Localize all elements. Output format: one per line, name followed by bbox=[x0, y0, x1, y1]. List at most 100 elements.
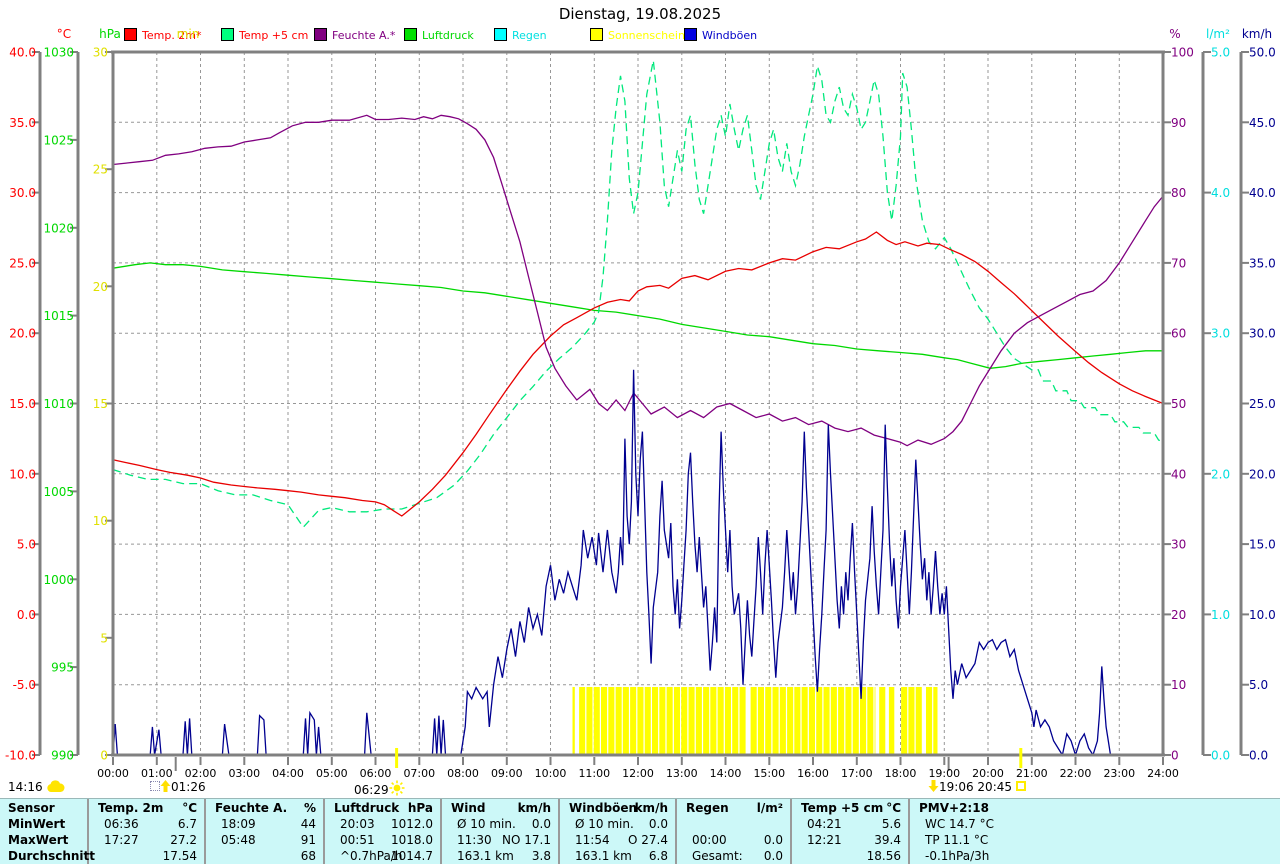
table-row-label: Sensor bbox=[8, 801, 55, 815]
svg-text:01:00: 01:00 bbox=[141, 767, 173, 780]
day-length: 14:16 bbox=[8, 780, 65, 794]
legend-item-3: Feuchte A.* bbox=[314, 28, 395, 42]
svg-text:25.0: 25.0 bbox=[9, 256, 36, 270]
table-cell: ^0.7hPa/h 1014.7 bbox=[340, 849, 433, 863]
svg-text:15.0: 15.0 bbox=[1249, 538, 1276, 552]
moonset-time: 19:06 bbox=[939, 780, 974, 794]
table-column-separator bbox=[87, 799, 89, 864]
sunrise-sunset-lines bbox=[395, 748, 1023, 768]
table-cell: 05:48 91 bbox=[221, 833, 316, 847]
svg-text:0.0: 0.0 bbox=[17, 608, 36, 622]
svg-text:1015: 1015 bbox=[43, 309, 74, 323]
series-luftdruck bbox=[112, 262, 1163, 369]
svg-text:990: 990 bbox=[51, 749, 74, 763]
table-cell: 17.54 bbox=[162, 849, 197, 863]
svg-text:45.0: 45.0 bbox=[1249, 116, 1276, 130]
table-cell: 18:09 44 bbox=[221, 817, 316, 831]
table-cell: 20:03 1012.0 bbox=[340, 817, 433, 831]
sun-moon-marker-row: 14:16 01:26 06:29 19:06 20:45 bbox=[0, 780, 1280, 798]
summary-table: Sensor MinWert MaxWert Durchschnitt Temp. 2m… bbox=[0, 798, 1280, 864]
table-cell: 17:27 27.2 bbox=[104, 833, 197, 847]
svg-text:10.0: 10.0 bbox=[1249, 608, 1276, 622]
svg-text:5.0: 5.0 bbox=[1249, 678, 1268, 692]
svg-text:30: 30 bbox=[1171, 538, 1186, 552]
table-cell: 06:36 6.7 bbox=[104, 817, 197, 831]
svg-text:l/m²: l/m² bbox=[1206, 27, 1230, 41]
down-arrow-icon bbox=[928, 780, 939, 792]
svg-text:08:00: 08:00 bbox=[447, 767, 479, 780]
legend-swatch-icon bbox=[124, 28, 137, 41]
svg-text:13:00: 13:00 bbox=[666, 767, 698, 780]
legend-label: Temp +5 cm bbox=[239, 29, 309, 42]
table-header: Regen l/m² bbox=[686, 801, 783, 815]
sun-cloud-icon bbox=[47, 780, 65, 792]
sunset-time: 20:45 bbox=[977, 780, 1013, 794]
svg-text:0.0: 0.0 bbox=[1211, 749, 1230, 763]
svg-text:80: 80 bbox=[1171, 186, 1186, 200]
dotted-square-icon bbox=[150, 781, 160, 791]
table-header: Feuchte A.% bbox=[215, 801, 316, 815]
svg-text:09:00: 09:00 bbox=[491, 767, 523, 780]
svg-text:5: 5 bbox=[100, 631, 108, 645]
svg-text:35.0: 35.0 bbox=[1249, 256, 1276, 270]
x-axis-labels: 00:00 01:00 02:00 03:00 04:00 05:00 06:00 07:00… bbox=[97, 767, 1179, 780]
table-header: Temp +5 cm °C bbox=[801, 801, 901, 815]
svg-text:25: 25 bbox=[93, 163, 108, 177]
svg-text:0: 0 bbox=[1171, 749, 1179, 763]
svg-text:05:00: 05:00 bbox=[316, 767, 348, 780]
table-cell: 11:54 O 27.4 bbox=[575, 833, 668, 847]
legend-swatch-icon bbox=[590, 28, 603, 41]
legend-item-7: Windböen bbox=[684, 28, 757, 42]
svg-text:20.0: 20.0 bbox=[1249, 467, 1276, 481]
svg-text:16:00: 16:00 bbox=[797, 767, 829, 780]
legend-label: Temp. 2m* bbox=[142, 29, 202, 42]
svg-text:30.0: 30.0 bbox=[1249, 327, 1276, 341]
table-header: PMV+2:18 bbox=[919, 801, 989, 815]
moonrise-marker: 01:26 bbox=[150, 780, 206, 794]
legend-item-1: Temp. 2m* bbox=[124, 28, 202, 42]
svg-text:15: 15 bbox=[93, 397, 108, 411]
svg-text:03:00: 03:00 bbox=[228, 767, 260, 780]
svg-text:km/h: km/h bbox=[1242, 27, 1272, 41]
legend-item-2: Temp +5 cm bbox=[221, 28, 308, 42]
svg-text:1025: 1025 bbox=[43, 133, 74, 147]
svg-text:11:00: 11:00 bbox=[578, 767, 610, 780]
table-column-separator bbox=[440, 799, 442, 864]
svg-text:10: 10 bbox=[93, 514, 108, 528]
legend-swatch-icon bbox=[494, 28, 507, 41]
svg-text:min: min bbox=[177, 27, 200, 41]
legend-swatch-icon bbox=[404, 28, 417, 41]
legend-swatch-icon bbox=[314, 28, 327, 41]
svg-text:50.0: 50.0 bbox=[1249, 46, 1276, 60]
svg-text:-10.0: -10.0 bbox=[5, 749, 36, 763]
svg-text:40.0: 40.0 bbox=[9, 46, 36, 60]
sun-icon bbox=[389, 780, 405, 796]
table-column-separator bbox=[790, 799, 792, 864]
svg-text:10:00: 10:00 bbox=[535, 767, 567, 780]
svg-text:25.0: 25.0 bbox=[1249, 397, 1276, 411]
legend-label: Sonnenschein bbox=[608, 29, 685, 42]
table-column-separator bbox=[908, 799, 910, 864]
svg-text:%: % bbox=[1169, 27, 1180, 41]
table-cell: WC 14.7 °C bbox=[925, 817, 994, 831]
svg-text:3.0: 3.0 bbox=[1211, 327, 1230, 341]
svg-text:°C: °C bbox=[57, 27, 71, 41]
table-cell bbox=[676, 816, 790, 832]
table-cell: 00:51 1018.0 bbox=[340, 833, 433, 847]
sunrise-marker: 06:29 bbox=[354, 780, 405, 797]
series-temp-2m bbox=[112, 231, 1164, 517]
table-cell: Ø 10 min. 0.0 bbox=[457, 817, 551, 831]
svg-text:40: 40 bbox=[1171, 467, 1186, 481]
svg-text:20: 20 bbox=[93, 280, 108, 294]
svg-text:22:00: 22:00 bbox=[1060, 767, 1092, 780]
table-column-separator bbox=[323, 799, 325, 864]
table-column-separator bbox=[204, 799, 206, 864]
table-row-label: MinWert bbox=[8, 817, 66, 831]
sunrise-time: 06:29 bbox=[354, 783, 389, 797]
svg-text:30.0: 30.0 bbox=[9, 186, 36, 200]
svg-text:19:00: 19:00 bbox=[928, 767, 960, 780]
svg-text:21:00: 21:00 bbox=[1016, 767, 1048, 780]
table-cell: 163.1 km 6.8 bbox=[575, 849, 668, 863]
svg-text:20:00: 20:00 bbox=[972, 767, 1004, 780]
svg-text:30: 30 bbox=[93, 46, 108, 60]
